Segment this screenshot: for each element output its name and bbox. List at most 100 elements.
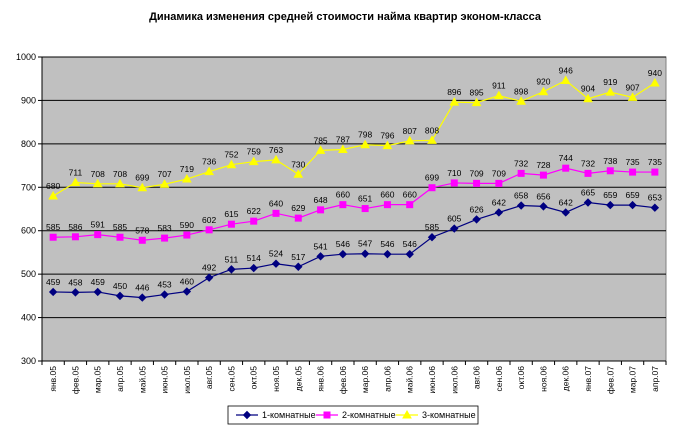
data-point [338, 249, 348, 259]
data-label: 651 [358, 194, 372, 204]
data-label: 699 [135, 173, 149, 183]
data-label: 759 [247, 147, 261, 157]
data-label: 648 [313, 195, 327, 205]
data-label: 591 [91, 220, 105, 230]
data-label: 511 [225, 254, 239, 264]
data-point [495, 179, 503, 187]
data-point [71, 288, 80, 297]
data-point [628, 200, 637, 210]
x-tick-label: июл.05 [182, 366, 192, 394]
data-point [606, 200, 615, 210]
x-tick-label: фев.05 [70, 366, 80, 394]
y-tick-label: 400 [21, 313, 36, 323]
data-label: 602 [202, 215, 216, 225]
data-label: 808 [425, 125, 439, 135]
data-label: 940 [648, 68, 662, 78]
data-point [138, 236, 146, 244]
data-label: 583 [157, 223, 171, 233]
data-label: 585 [113, 222, 127, 232]
data-point [383, 249, 392, 259]
data-point [539, 202, 548, 211]
x-tick-label: фев.07 [605, 366, 615, 394]
data-point [49, 233, 57, 241]
data-label: 699 [425, 173, 439, 183]
data-point [137, 182, 148, 192]
data-label: 653 [648, 193, 662, 203]
data-label: 730 [291, 159, 305, 169]
data-label: 546 [336, 239, 350, 249]
data-label: 732 [514, 158, 528, 168]
x-tick-label: окт.06 [516, 366, 526, 390]
data-label: 615 [224, 209, 238, 219]
legend-label: 2-комнатные [342, 410, 396, 420]
x-tick-label: дек.06 [561, 366, 571, 391]
data-point [294, 214, 302, 222]
x-tick-label: янв.05 [48, 366, 58, 392]
data-label: 710 [447, 168, 461, 178]
data-label: 708 [91, 169, 105, 179]
data-point [226, 159, 237, 169]
data-label: 904 [581, 84, 595, 94]
data-point [204, 166, 215, 176]
data-point [315, 145, 326, 154]
data-point [360, 249, 370, 258]
data-point [584, 169, 592, 177]
data-point [650, 203, 660, 212]
data-label: 946 [559, 65, 573, 75]
data-point [649, 78, 660, 87]
data-label: 446 [135, 283, 149, 293]
data-label: 640 [269, 198, 283, 208]
data-label: 642 [492, 197, 506, 207]
data-label: 680 [46, 181, 60, 191]
legend-label: 3-комнатные [422, 410, 476, 420]
data-label: 514 [247, 253, 261, 263]
x-tick-label: окт.05 [249, 366, 259, 390]
data-label: 517 [291, 252, 305, 262]
series-line [53, 167, 655, 241]
data-point [161, 234, 169, 242]
data-point [205, 226, 213, 234]
data-label: 585 [46, 222, 60, 232]
data-point [339, 201, 347, 209]
data-label: 585 [425, 222, 439, 232]
x-axis: янв.05 фев.05 мар.05 апр.05 май.05 июн.05 июл.… [41, 360, 667, 394]
data-point [250, 217, 258, 225]
data-label: 459 [91, 277, 105, 287]
data-label: 708 [113, 169, 127, 179]
data-point [227, 265, 236, 274]
gridlines [42, 56, 666, 319]
data-point [516, 201, 526, 210]
data-label: 709 [492, 168, 506, 178]
data-label: 919 [603, 77, 617, 87]
data-label: 796 [380, 131, 394, 141]
data-label: 458 [68, 277, 82, 287]
data-point [116, 233, 124, 241]
data-label: 711 [69, 168, 83, 178]
data-label: 728 [536, 160, 550, 170]
data-point [317, 206, 325, 214]
data-label: 736 [202, 157, 216, 167]
data-point [517, 169, 525, 177]
data-point [316, 252, 325, 261]
series-diamond [48, 198, 660, 302]
y-tick-label: 800 [21, 139, 36, 149]
data-point [159, 179, 170, 188]
y-tick-label: 500 [21, 269, 36, 279]
x-tick-label: авг.05 [204, 366, 214, 389]
x-tick-label: апр.05 [115, 366, 125, 392]
x-tick-label: ноя.06 [538, 366, 548, 392]
data-label: 590 [180, 220, 194, 230]
data-label: 629 [291, 203, 305, 213]
x-tick-label: май.06 [405, 366, 415, 393]
data-label: 709 [469, 168, 483, 178]
x-tick-label: сен.05 [226, 366, 236, 392]
legend-box [227, 405, 479, 425]
plot-area [41, 56, 667, 362]
data-point [360, 139, 371, 149]
data-label: 719 [180, 164, 194, 174]
data-point [323, 411, 331, 419]
y-tick-label: 1000 [16, 52, 36, 62]
data-labels: 459 458 459 450 446 453 460 492 511 514 524 517 541 5… [46, 65, 662, 292]
x-tick-label: янв.06 [316, 366, 326, 392]
